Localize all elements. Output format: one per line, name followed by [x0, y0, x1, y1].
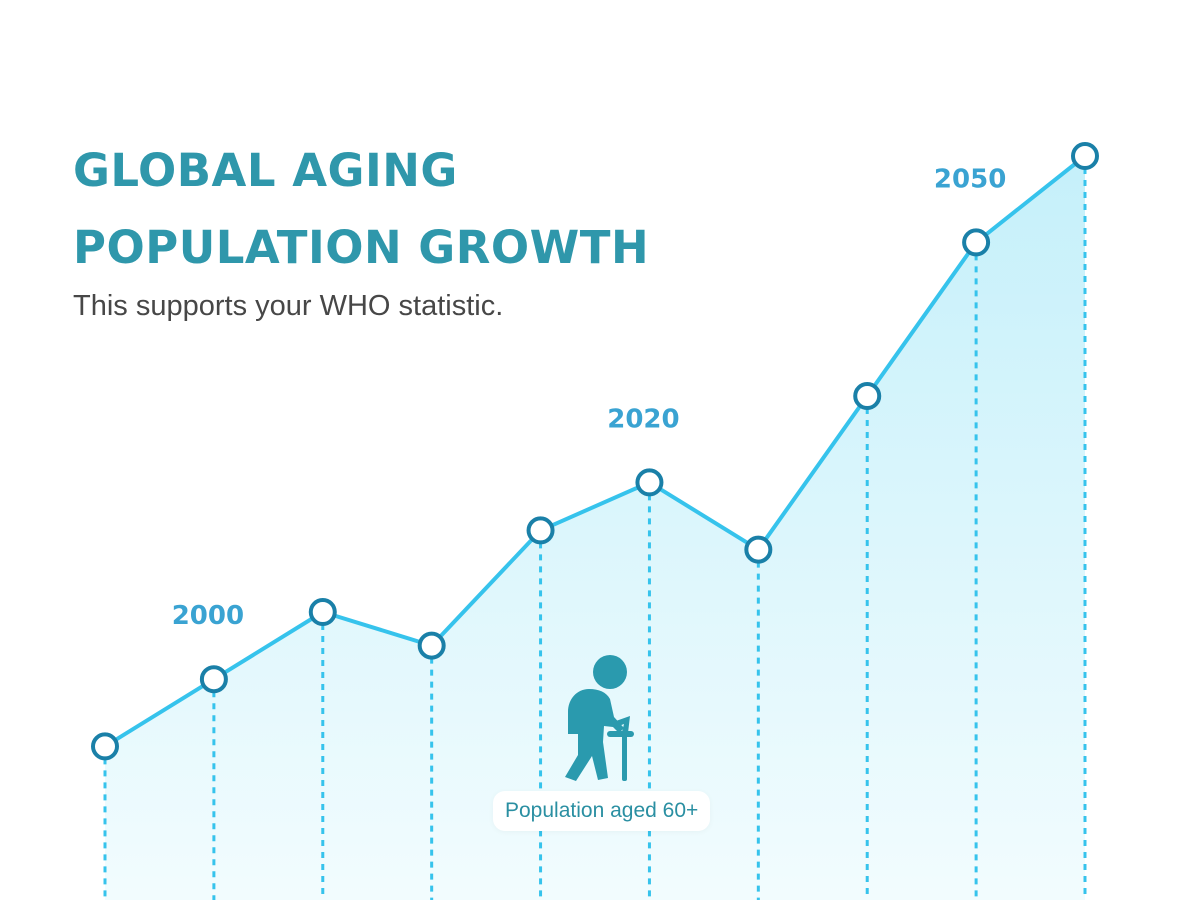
series-label: Population aged 60+ — [493, 791, 711, 831]
data-point — [853, 382, 882, 410]
data-point — [1071, 142, 1099, 170]
elderly-person-with-cane-icon — [565, 655, 634, 781]
drop-lines — [103, 168, 1087, 900]
page-subtitle: This supports your WHO statistic. — [73, 290, 504, 322]
data-point — [962, 228, 991, 257]
data-point — [417, 631, 446, 660]
data-point — [91, 732, 119, 761]
data-point — [308, 598, 337, 626]
title-line-1: GLOBAL AGING — [73, 144, 458, 197]
year-label: 2000 — [172, 601, 244, 631]
title-line-2: POPULATION GROWTH — [73, 221, 650, 274]
data-point — [744, 535, 773, 564]
year-label: 2020 — [607, 404, 679, 434]
year-labels: 2000 2020 2050 — [172, 164, 1007, 631]
page-title: GLOBAL AGING POPULATION GROWTH — [73, 132, 649, 286]
series-line — [103, 154, 1087, 749]
data-point — [199, 665, 228, 694]
year-label: 2050 — [934, 164, 1006, 194]
data-point — [526, 516, 555, 545]
area-fill — [105, 156, 1085, 900]
data-point-markers — [91, 142, 1099, 761]
data-point — [635, 468, 664, 497]
